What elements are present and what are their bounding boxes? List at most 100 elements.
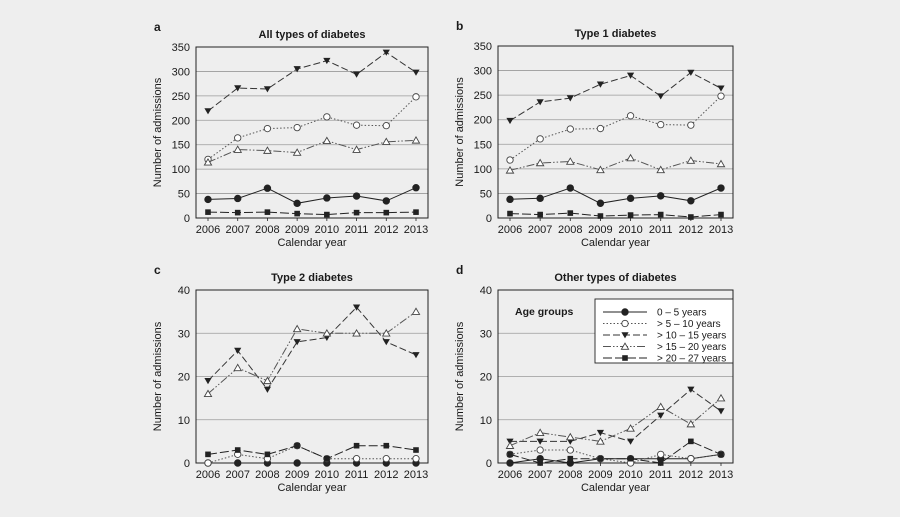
data-point bbox=[411, 307, 421, 315]
data-point bbox=[411, 136, 421, 144]
x-tick-label: 2009 bbox=[285, 224, 309, 236]
data-point bbox=[412, 455, 420, 463]
data-point bbox=[204, 108, 212, 115]
series-line bbox=[509, 187, 722, 204]
data-point bbox=[596, 199, 605, 207]
legend-marker bbox=[621, 319, 629, 328]
legend-marker bbox=[622, 355, 628, 361]
data-point bbox=[263, 86, 272, 93]
data-point bbox=[352, 121, 361, 129]
data-point bbox=[657, 412, 665, 419]
legend-entry: > 15 – 20 years bbox=[657, 342, 726, 353]
series-line bbox=[207, 96, 417, 160]
legend-box bbox=[594, 298, 734, 364]
data-point bbox=[293, 459, 301, 467]
panel-d: 0 10 20 30 40 2006 2007 2008 2009 2010 2011 2012 201… bbox=[454, 263, 734, 494]
data-point bbox=[353, 209, 360, 216]
x-tick-label: 2010 bbox=[618, 224, 642, 236]
data-point bbox=[626, 112, 635, 120]
series-4 bbox=[505, 393, 726, 449]
data-point bbox=[292, 148, 302, 156]
x-tick-label: 2008 bbox=[558, 224, 582, 236]
series-4 bbox=[505, 153, 726, 174]
data-point bbox=[322, 136, 332, 145]
y-tick-label: 50 bbox=[178, 189, 190, 201]
legend-entry: > 20 – 27 years bbox=[657, 354, 726, 365]
y-tick-label: 30 bbox=[178, 328, 190, 340]
x-tick-label: 2006 bbox=[196, 469, 220, 481]
data-point bbox=[382, 339, 390, 346]
data-point bbox=[412, 184, 420, 192]
data-point bbox=[717, 408, 725, 415]
legend-entry: 0 – 5 years bbox=[657, 308, 706, 319]
series-line bbox=[207, 51, 417, 112]
series-line bbox=[509, 397, 722, 447]
y-tick-label: 40 bbox=[178, 285, 190, 297]
data-point bbox=[382, 49, 390, 56]
panel-letter: b bbox=[456, 19, 463, 33]
data-point bbox=[716, 393, 726, 402]
panel-title: All types of diabetes bbox=[259, 29, 366, 41]
x-tick-label: 2013 bbox=[709, 224, 733, 236]
series-line bbox=[509, 453, 722, 464]
data-point bbox=[352, 192, 361, 200]
x-tick-label: 2011 bbox=[345, 224, 369, 236]
panel-c: 0 10 20 30 40 2006 2007 2008 2009 2010 2011 2012 201… bbox=[152, 263, 429, 494]
data-point bbox=[536, 194, 544, 203]
y-tick-label: 100 bbox=[172, 164, 190, 176]
x-tick-label: 2010 bbox=[315, 469, 339, 481]
data-point bbox=[353, 442, 360, 449]
series-line bbox=[207, 211, 417, 216]
data-point bbox=[204, 378, 212, 385]
data-point bbox=[413, 209, 419, 215]
y-tick-label: 30 bbox=[480, 328, 492, 340]
data-point bbox=[717, 92, 725, 100]
data-point bbox=[413, 447, 419, 453]
data-point bbox=[657, 460, 664, 466]
x-tick-label: 2012 bbox=[374, 469, 398, 481]
x-tick-label: 2007 bbox=[225, 469, 249, 481]
data-point bbox=[233, 145, 243, 153]
y-tick-label: 200 bbox=[172, 115, 190, 127]
data-point bbox=[596, 429, 605, 437]
data-point bbox=[537, 460, 543, 466]
data-point bbox=[566, 184, 574, 192]
y-axis-label: Number of admissions bbox=[152, 77, 164, 187]
legend-marker bbox=[621, 332, 629, 339]
series-3 bbox=[204, 304, 420, 393]
legend-marker bbox=[620, 342, 630, 350]
data-point bbox=[627, 212, 634, 218]
data-point bbox=[324, 455, 330, 462]
data-point bbox=[412, 69, 420, 76]
x-axis-label: Calendar year bbox=[277, 237, 346, 249]
y-tick-label: 0 bbox=[184, 458, 190, 470]
series-line bbox=[509, 157, 722, 171]
data-point bbox=[382, 122, 390, 130]
x-tick-label: 2006 bbox=[498, 224, 522, 236]
data-point bbox=[656, 402, 666, 411]
series-5 bbox=[205, 209, 419, 218]
x-tick-label: 2008 bbox=[255, 469, 279, 481]
data-point bbox=[383, 442, 390, 449]
data-point bbox=[567, 210, 574, 216]
x-tick-label: 2013 bbox=[404, 224, 428, 236]
data-point bbox=[657, 211, 664, 218]
y-tick-label: 250 bbox=[172, 91, 190, 103]
series-5 bbox=[205, 442, 419, 462]
series-line bbox=[509, 449, 722, 464]
data-point bbox=[626, 72, 635, 79]
x-tick-label: 2008 bbox=[558, 469, 582, 481]
data-point bbox=[565, 157, 575, 165]
data-point bbox=[537, 211, 543, 218]
y-tick-label: 100 bbox=[474, 164, 492, 176]
data-point bbox=[234, 347, 242, 354]
data-point bbox=[536, 438, 544, 445]
panel-letter: c bbox=[154, 263, 161, 277]
data-point bbox=[596, 437, 605, 445]
data-point bbox=[234, 134, 242, 142]
data-point bbox=[293, 199, 301, 208]
data-point bbox=[323, 113, 331, 121]
data-point bbox=[656, 165, 666, 174]
x-tick-label: 2011 bbox=[649, 469, 673, 481]
data-point bbox=[626, 153, 635, 162]
